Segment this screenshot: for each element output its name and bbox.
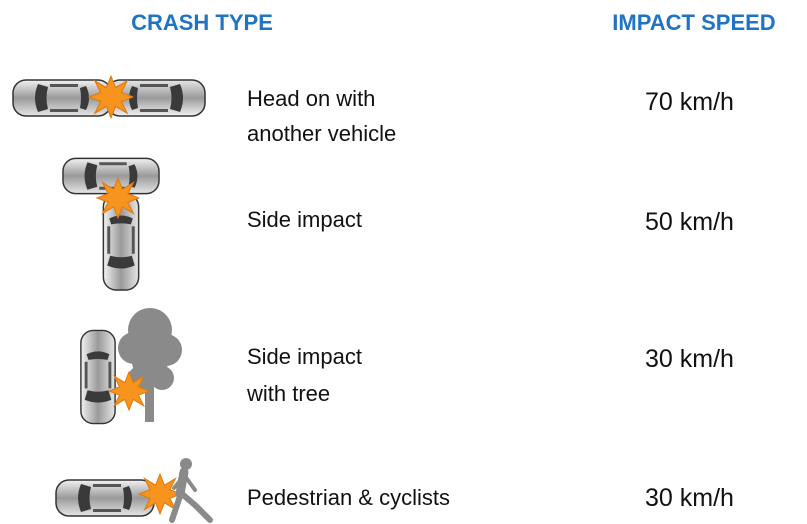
header-crash-type: CRASH TYPE xyxy=(131,10,273,35)
description: Side impact xyxy=(247,207,362,232)
header-impact-speed: IMPACT SPEED xyxy=(612,10,775,35)
infographic: CRASH TYPE IMPACT SPEED Head on with ano… xyxy=(0,0,807,524)
description: Side impact xyxy=(247,344,362,369)
description: Head on with xyxy=(247,86,375,111)
speed: 70 km/h xyxy=(645,88,734,116)
icon-side-impact xyxy=(63,158,159,290)
description: Pedestrian & cyclists xyxy=(247,485,450,510)
speed: 30 km/h xyxy=(645,484,734,512)
description: another vehicle xyxy=(247,121,396,146)
icon-head-on xyxy=(13,76,205,117)
speed: 30 km/h xyxy=(645,345,734,373)
speed: 50 km/h xyxy=(645,208,734,236)
description: with tree xyxy=(246,381,330,406)
icon-pedestrian xyxy=(56,458,210,520)
icon-tree-impact xyxy=(81,308,182,424)
